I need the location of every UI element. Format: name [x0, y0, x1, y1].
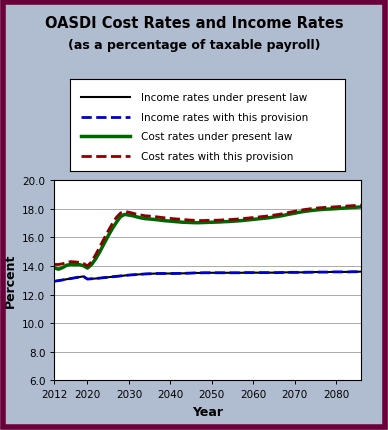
- Text: (as a percentage of taxable payroll): (as a percentage of taxable payroll): [68, 39, 320, 52]
- Text: Income rates with this provision: Income rates with this provision: [142, 113, 309, 123]
- X-axis label: Year: Year: [192, 405, 223, 418]
- Y-axis label: Percent: Percent: [3, 253, 17, 308]
- Text: Cost rates with this provision: Cost rates with this provision: [142, 151, 294, 161]
- Text: Income rates under present law: Income rates under present law: [142, 93, 308, 103]
- Text: OASDI Cost Rates and Income Rates: OASDI Cost Rates and Income Rates: [45, 16, 343, 31]
- Text: Cost rates under present law: Cost rates under present law: [142, 132, 293, 142]
